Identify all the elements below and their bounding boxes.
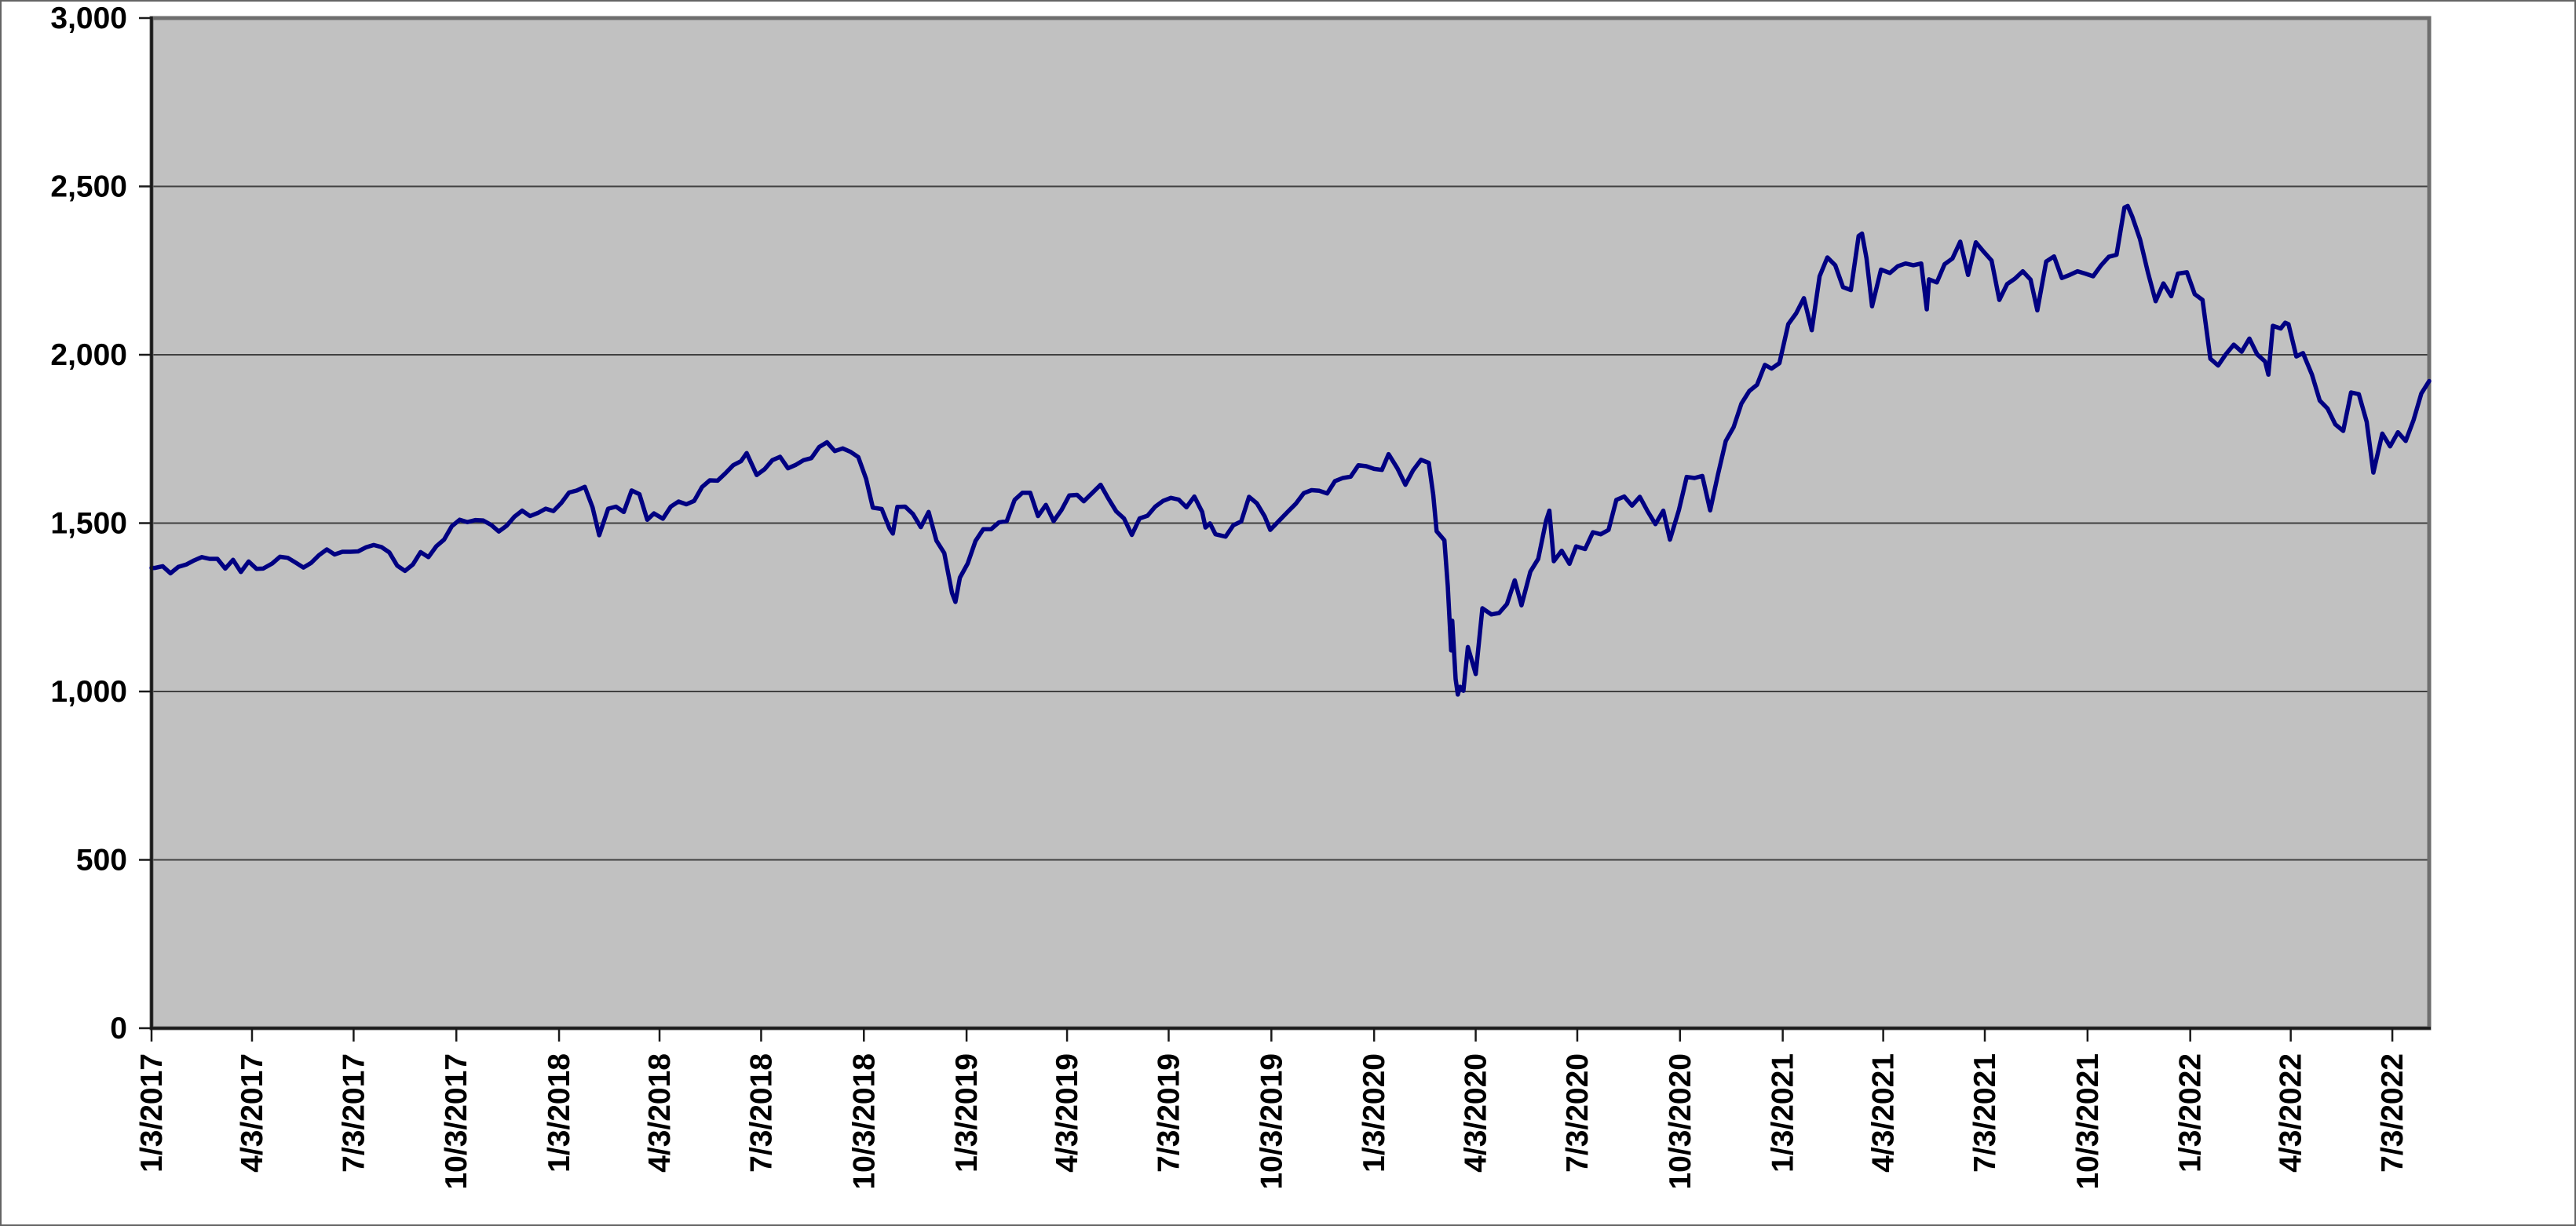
x-axis-label: 1/3/2018 <box>543 1053 576 1173</box>
x-axis-label: 10/3/2019 <box>1255 1053 1288 1190</box>
x-axis-label: 4/3/2018 <box>643 1053 677 1173</box>
x-axis-label: 1/3/2020 <box>1357 1053 1391 1173</box>
x-axis-label: 4/3/2022 <box>2275 1053 2308 1173</box>
y-axis-label: 2,000 <box>50 338 127 372</box>
x-axis-label: 1/3/2021 <box>1767 1053 1800 1173</box>
y-axis-label: 0 <box>110 1012 127 1045</box>
y-axis-label: 500 <box>76 844 127 878</box>
x-axis-label: 4/3/2021 <box>1867 1053 1901 1173</box>
x-axis-label: 7/3/2022 <box>2376 1053 2410 1173</box>
y-axis-label: 2,500 <box>50 170 127 204</box>
x-axis-label: 1/3/2022 <box>2174 1053 2208 1173</box>
x-axis-label: 7/3/2020 <box>1561 1053 1595 1173</box>
x-axis-label: 4/3/2020 <box>1460 1053 1493 1173</box>
series-line <box>149 203 2432 697</box>
x-axis-label: 1/3/2019 <box>950 1053 984 1173</box>
x-axis-label: 10/3/2018 <box>847 1053 881 1190</box>
x-axis-label: 10/3/2017 <box>440 1053 473 1190</box>
y-axis-label: 1,500 <box>50 507 127 541</box>
x-axis-label: 7/3/2019 <box>1152 1053 1186 1173</box>
y-axis-label: 3,000 <box>50 2 127 35</box>
x-axis-label: 7/3/2021 <box>1968 1053 2002 1173</box>
x-axis-label: 10/3/2021 <box>2071 1053 2105 1190</box>
y-axis-label: 1,000 <box>50 675 127 709</box>
x-axis-label: 4/3/2019 <box>1050 1053 1084 1173</box>
x-axis-label: 1/3/2017 <box>135 1053 169 1173</box>
x-axis-label: 7/3/2018 <box>744 1053 778 1173</box>
x-axis-label: 7/3/2017 <box>337 1053 371 1173</box>
x-axis-label: 4/3/2017 <box>236 1053 269 1173</box>
x-axis-label: 10/3/2020 <box>1664 1053 1697 1190</box>
